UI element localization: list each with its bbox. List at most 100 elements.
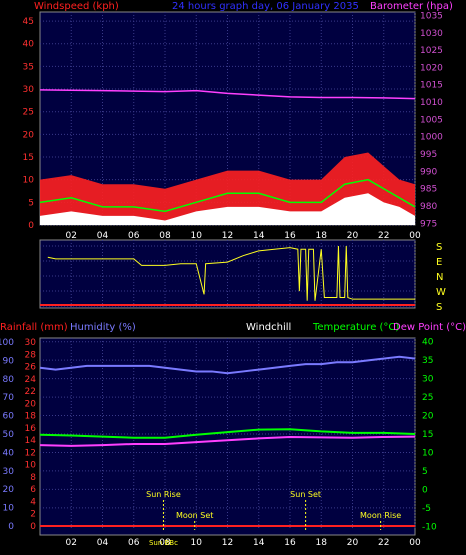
barometer-y-tick-label: 990 xyxy=(420,167,437,177)
wind-x-axis: 02 04 06 08 10 12 14 16 18 20 22 00 xyxy=(66,231,421,241)
temperature-x-tick-label: 02 xyxy=(66,538,77,548)
compass-letter: N xyxy=(436,272,443,283)
barometer-axis-title: Barometer (hpa) xyxy=(370,1,453,12)
temperature-marks xyxy=(39,355,416,527)
wind-y-tick-label: 30 xyxy=(23,85,35,95)
temperature-y-tick-label: 20 xyxy=(422,412,434,422)
temperature-x-tick-label: 20 xyxy=(347,538,359,548)
rainfall-y-tick-label: 10 xyxy=(25,461,37,471)
wind-y-tick-label: 15 xyxy=(23,153,34,163)
barometer-y-tick-label: 1000 xyxy=(420,133,443,143)
temperature-x-tick-label: 12 xyxy=(222,538,233,548)
rainfall-y-tick-label: 26 xyxy=(25,363,37,373)
temperature-x-tick-label: 06 xyxy=(128,538,140,548)
event-label: Sun BBc xyxy=(149,539,178,547)
dewpoint-axis-title: Dew Point (°C) xyxy=(393,322,466,333)
rainfall-y-tick-label: 16 xyxy=(25,424,37,434)
rainfall-y-tick-label: 2 xyxy=(30,510,36,520)
wind-x-tick-label: 10 xyxy=(191,231,203,241)
rainfall-y-tick-label: 12 xyxy=(25,448,36,458)
wind-right-axis: 975 980 985 990 995 1000 1005 1010 1015 1020 1025 1… xyxy=(420,11,443,229)
event-label: Sun Set xyxy=(290,490,321,499)
windspeed-axis-title: Windspeed (kph) xyxy=(34,1,119,12)
wind-y-tick-label: 20 xyxy=(23,130,35,140)
wind-y-tick-label: 45 xyxy=(23,17,34,27)
event-label: Moon Rise xyxy=(360,511,401,520)
temperature-x-axis: 02 04 06 08 10 12 14 16 18 20 22 00 xyxy=(66,538,421,548)
wind-x-tick-label: 02 xyxy=(66,231,77,241)
windchill-label: Windchill xyxy=(246,322,291,333)
temperature-x-tick-label: 18 xyxy=(316,538,328,548)
temperature-x-tick-label: 14 xyxy=(253,538,265,548)
rainfall-y-tick-label: 0 xyxy=(30,522,36,532)
wind-y-tick-label: 25 xyxy=(23,108,34,118)
rainfall-y-tick-label: 30 xyxy=(25,338,37,348)
rainfall-y-tick-label: 4 xyxy=(30,497,36,507)
wind-y-tick-label: 5 xyxy=(28,198,34,208)
wind-marks xyxy=(39,89,416,225)
temperature-x-tick-label: 22 xyxy=(378,538,389,548)
humidity-line xyxy=(39,355,416,375)
barometer-y-tick-label: 1005 xyxy=(420,115,443,125)
wind-speed-area xyxy=(40,193,415,225)
barometer-line xyxy=(39,89,416,100)
humidity-y-tick-label: 80 xyxy=(3,375,15,385)
rainfall-y-tick-label: 6 xyxy=(30,485,36,495)
temperature-axis-title: Temperature (°C) xyxy=(312,322,399,333)
humidity-y-tick-label: 100 xyxy=(0,338,14,348)
barometer-y-tick-label: 995 xyxy=(420,150,437,160)
temperature-axis: -10 -5 0 5 10 15 20 25 30 35 40 xyxy=(422,338,437,533)
rainfall-axis-title: Rainfall (mm) xyxy=(0,322,68,333)
humidity-y-tick-label: 40 xyxy=(3,448,15,458)
temperature-y-tick-label: 35 xyxy=(422,356,433,366)
event-label: Sun Rise xyxy=(146,490,181,499)
humidity-y-tick-label: 30 xyxy=(3,467,15,477)
temperature-grid xyxy=(40,338,416,530)
temperature-x-tick-label: 00 xyxy=(409,538,421,548)
temperature-y-tick-label: -10 xyxy=(422,522,437,532)
humidity-y-tick-label: 50 xyxy=(3,430,15,440)
humidity-axis: 0 10 20 30 40 50 60 70 80 90 100 xyxy=(0,338,14,532)
temperature-y-tick-label: 10 xyxy=(422,448,434,458)
humidity-y-tick-label: 20 xyxy=(3,485,15,495)
barometer-y-tick-label: 1010 xyxy=(420,98,443,108)
wind-x-tick-label: 00 xyxy=(409,231,421,241)
wind-left-axis: 0 5 10 15 20 25 30 35 40 45 xyxy=(23,17,35,231)
barometer-y-tick-label: 975 xyxy=(420,219,437,229)
compass-letter: E xyxy=(436,257,442,268)
humidity-y-tick-label: 10 xyxy=(3,504,15,514)
humidity-y-tick-label: 60 xyxy=(3,412,15,422)
temperature-y-tick-label: 5 xyxy=(422,467,428,477)
rainfall-y-tick-label: 28 xyxy=(25,350,37,360)
temperature-y-tick-label: 15 xyxy=(422,430,433,440)
wind-y-tick-label: 35 xyxy=(23,62,34,72)
dewpoint-line xyxy=(39,435,416,447)
wind-x-tick-label: 06 xyxy=(128,231,140,241)
astronomy-events: Sun Rise Sun Set Moon Set Moon Rise Sun BBc xyxy=(146,490,401,547)
compass-letter: S xyxy=(436,302,442,313)
barometer-y-tick-label: 1020 xyxy=(420,63,443,73)
rainfall-y-tick-label: 8 xyxy=(30,473,36,483)
wind-y-tick-label: 0 xyxy=(28,221,34,231)
barometer-y-tick-label: 980 xyxy=(420,202,437,212)
rainfall-y-tick-label: 22 xyxy=(25,387,36,397)
wind-x-tick-label: 04 xyxy=(97,231,109,241)
temperature-y-tick-label: 30 xyxy=(422,375,434,385)
wind-y-tick-label: 10 xyxy=(23,176,35,186)
rainfall-y-tick-label: 24 xyxy=(25,375,37,385)
wind-average-line xyxy=(39,178,416,213)
compass-letter: S xyxy=(436,242,442,253)
rainfall-y-tick-label: 18 xyxy=(25,412,37,422)
temperature-x-tick-label: 08 xyxy=(159,538,171,548)
barometer-y-tick-label: 1030 xyxy=(420,29,443,39)
barometer-y-tick-label: 985 xyxy=(420,185,437,195)
compass-letter: W xyxy=(436,287,446,298)
humidity-y-tick-label: 70 xyxy=(3,393,15,403)
temperature-y-tick-label: 40 xyxy=(422,338,434,348)
graph-title: 24 hours graph day, 06 January 2035 xyxy=(172,1,359,12)
wind-direction-line xyxy=(47,245,415,301)
humidity-y-tick-label: 90 xyxy=(3,356,15,366)
